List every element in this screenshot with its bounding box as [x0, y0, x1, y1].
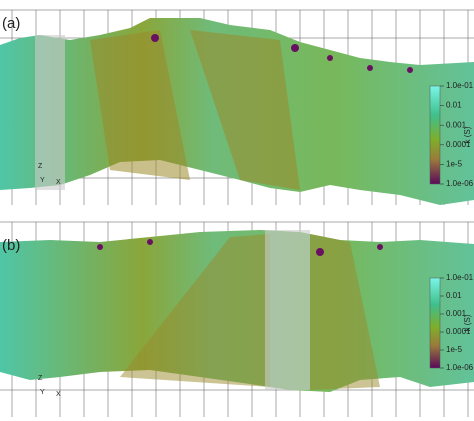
colorbar-tick-label: 1e-5 [446, 345, 463, 354]
panel-label: (a) [2, 15, 20, 32]
borehole [35, 35, 65, 190]
panel: (b) ZY X 1.0e-01 0.01 0.001 0.0001 1e-5 1.0e-06 k… [0, 221, 474, 417]
triad-label: X [56, 391, 61, 398]
low-zone [90, 30, 300, 190]
axes-triad: ZY X [38, 163, 61, 186]
triad-label: Y [40, 177, 45, 184]
colorbar-tick-label: 0.0001 [446, 140, 471, 149]
triad-label: X [56, 179, 61, 186]
axes-triad: ZY X [38, 375, 61, 398]
spots [97, 239, 383, 256]
colorbar-tick-label: 0.001 [446, 120, 467, 129]
panel-label: (b) [2, 237, 20, 254]
borehole [265, 230, 310, 390]
triad-label: Y [40, 389, 45, 396]
colorbar-title: k (S) [463, 314, 472, 331]
colorbar-tick-label: 1.0e-01 [446, 273, 474, 282]
spots [151, 34, 413, 73]
colorbar-tick-label: 1.0e-06 [446, 179, 474, 188]
colorbar-tick-label: 0.01 [446, 101, 462, 110]
triad-label: Z [38, 375, 43, 382]
colorbar-tick-label: 1e-5 [446, 160, 463, 169]
colorbar-tick-label: 0.001 [446, 309, 467, 318]
colorbar [429, 277, 441, 369]
colorbar-tick-label: 0.01 [446, 291, 462, 300]
colorbar-tick-label: 0.0001 [446, 327, 471, 336]
triad-label: Z [38, 163, 43, 170]
low-zone [120, 234, 380, 390]
colorbar [429, 85, 441, 185]
panel: (a) ZY X 1.0e-01 0.01 0.001 0.0001 1e-5 1.0e-06 k… [0, 9, 474, 205]
colorbar-title: k (S) [463, 126, 472, 143]
colorbar-tick-label: 1.0e-01 [446, 81, 474, 90]
colorbar-tick-label: 1.0e-06 [446, 363, 474, 372]
